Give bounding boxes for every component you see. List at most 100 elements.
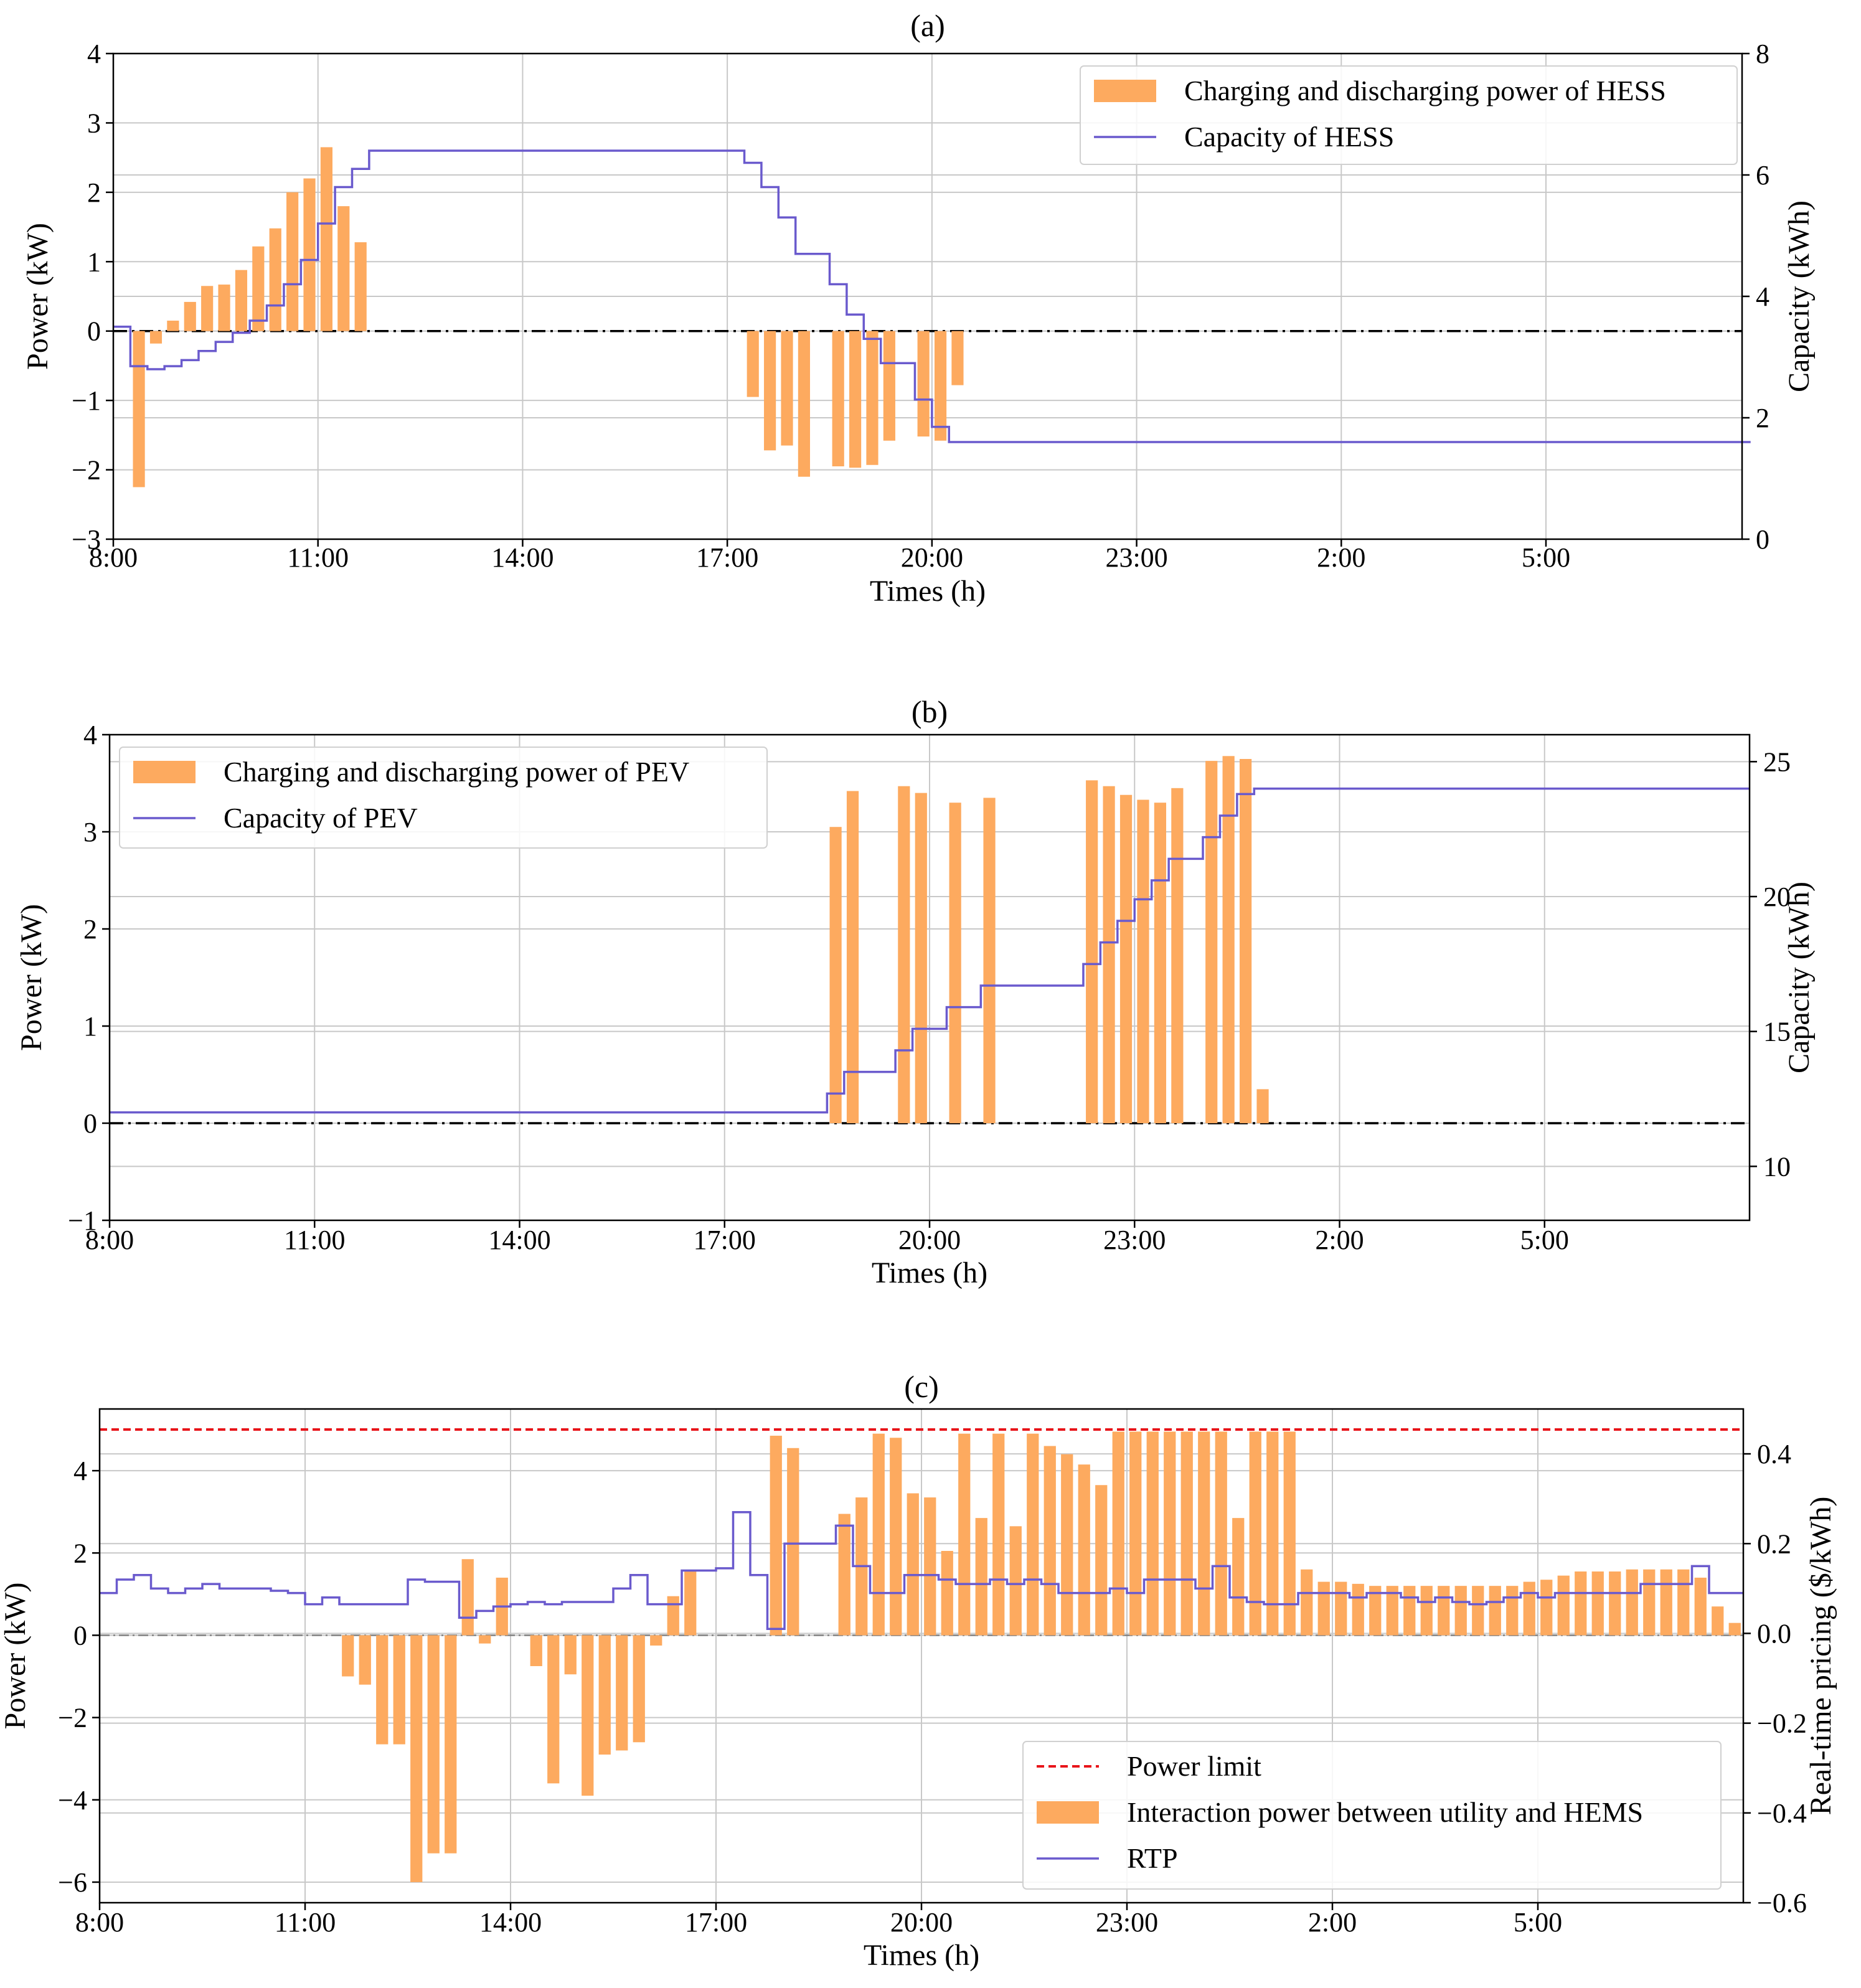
power-bar xyxy=(787,1448,799,1636)
y2-axis-label: Capacity (kWh) xyxy=(1783,200,1816,392)
legend: Charging and discharging power of HESS Ca… xyxy=(1080,65,1738,165)
power-bar xyxy=(320,147,332,331)
power-bar xyxy=(872,1433,885,1636)
power-bar xyxy=(1626,1569,1638,1636)
power-bar xyxy=(1205,761,1218,1123)
chart-title: (c) xyxy=(904,1369,939,1404)
x-tick-label: 5:00 xyxy=(1520,1225,1569,1255)
y-tick-label: 1 xyxy=(83,1011,97,1042)
legend-swatch-bar xyxy=(133,761,196,783)
legend-label: Charging and discharging power of PEV xyxy=(224,756,689,788)
chart-panel-c: 8:00 11:00 14:00 17:00 20:00 23:00 2:00 5:00 −6 −… xyxy=(0,1369,1837,1972)
y-tick-label: −1 xyxy=(68,1205,97,1236)
legend: Power limit Interaction power between uti… xyxy=(1022,1741,1722,1890)
power-bar xyxy=(958,1433,971,1636)
power-bar xyxy=(149,331,163,344)
y-tick-label: 3 xyxy=(87,108,101,138)
power-bar xyxy=(564,1635,577,1675)
power-bar xyxy=(798,331,810,477)
power-bar xyxy=(582,1635,594,1796)
y-axis-label: Power (kW) xyxy=(21,223,54,370)
x-tick-label: 14:00 xyxy=(491,542,554,573)
chart-panels: 8:00 11:00 14:00 17:00 20:00 23:00 2:00 5:00 −3 −… xyxy=(0,8,1837,1972)
x-tick-label: 14:00 xyxy=(479,1907,542,1938)
y2-axis-label: Capacity (kWh) xyxy=(1783,882,1816,1073)
power-bar xyxy=(1386,1586,1398,1636)
power-bar xyxy=(1438,1586,1450,1636)
y-tick-label: 4 xyxy=(83,720,97,750)
power-bar xyxy=(992,1433,1005,1636)
power-bar xyxy=(633,1635,645,1743)
x-tick-label: 20:00 xyxy=(898,1225,961,1255)
power-bar xyxy=(684,1571,697,1636)
power-bar xyxy=(1180,1431,1193,1636)
power-bar xyxy=(1103,786,1115,1123)
power-bar xyxy=(846,791,859,1123)
x-tick-label: 23:00 xyxy=(1105,542,1167,573)
power-bar xyxy=(1523,1581,1535,1636)
power-bar xyxy=(1352,1583,1364,1636)
secondary-step-line xyxy=(100,1511,1743,1630)
power-bar xyxy=(359,1635,371,1685)
x-tick-label: 17:00 xyxy=(694,1225,756,1255)
power-bar xyxy=(410,1635,423,1882)
x-tick-label: 17:00 xyxy=(685,1907,747,1938)
y-tick-label: −4 xyxy=(58,1785,87,1816)
power-bar xyxy=(983,798,996,1123)
x-tick-label: 2:00 xyxy=(1308,1907,1357,1938)
y-tick-label: 0 xyxy=(73,1620,87,1651)
power-bar xyxy=(1198,1431,1210,1636)
power-bar xyxy=(1215,1431,1227,1636)
power-bar xyxy=(829,827,842,1123)
power-bar xyxy=(461,1559,474,1636)
x-axis-label: Times (h) xyxy=(872,1256,987,1289)
power-bar xyxy=(1454,1586,1467,1636)
power-bar xyxy=(547,1635,560,1784)
secondary-step-line xyxy=(110,787,1750,1114)
y-tick-label: −6 xyxy=(58,1867,87,1898)
legend: Charging and discharging power of PEV Cap… xyxy=(119,747,768,849)
power-bar xyxy=(1044,1446,1056,1636)
y-axis-label: Power (kW) xyxy=(15,904,48,1051)
x-tick-label: 5:00 xyxy=(1514,1907,1562,1938)
legend-swatch-bar xyxy=(1037,1801,1099,1824)
power-bar xyxy=(907,1493,919,1636)
power-bar xyxy=(1694,1577,1707,1636)
power-bar xyxy=(1660,1569,1672,1636)
y2-tick-label: 10 xyxy=(1763,1151,1791,1182)
power-bar xyxy=(1283,1431,1296,1636)
x-axis-label: Times (h) xyxy=(870,575,986,608)
y2-tick-label: 2 xyxy=(1756,403,1769,433)
power-bar xyxy=(1403,1586,1416,1636)
power-bar xyxy=(1677,1569,1690,1636)
power-bar xyxy=(1591,1571,1604,1636)
power-bar xyxy=(1712,1606,1724,1636)
x-tick-label: 11:00 xyxy=(287,542,349,573)
power-bar xyxy=(598,1635,611,1755)
power-bar xyxy=(747,331,759,397)
y2-tick-label: −0.4 xyxy=(1757,1798,1807,1829)
power-bar xyxy=(1078,1464,1090,1636)
y2-tick-label: 20 xyxy=(1763,882,1791,912)
power-bar xyxy=(1317,1581,1330,1636)
y-tick-label: −2 xyxy=(58,1703,87,1733)
power-bar xyxy=(832,331,844,466)
power-bar xyxy=(167,321,179,331)
y-tick-label: 2 xyxy=(73,1538,87,1568)
x-tick-label: 2:00 xyxy=(1317,542,1365,573)
x-tick-label: 23:00 xyxy=(1103,1225,1166,1255)
legend-label: Power limit xyxy=(1127,1750,1261,1782)
y-tick-label: 3 xyxy=(83,817,97,847)
power-bar xyxy=(1489,1586,1501,1636)
power-bar xyxy=(342,1635,354,1677)
legend-label: Capacity of PEV xyxy=(224,802,418,834)
y-tick-label: −3 xyxy=(72,524,101,555)
y-tick-label: 0 xyxy=(87,316,101,347)
power-bar xyxy=(949,803,961,1123)
legend-label: RTP xyxy=(1127,1842,1178,1874)
power-bar xyxy=(898,786,910,1123)
power-bar xyxy=(1095,1485,1108,1636)
power-bar xyxy=(286,192,299,331)
power-bar xyxy=(1222,756,1235,1123)
y-tick-label: 2 xyxy=(87,177,101,208)
